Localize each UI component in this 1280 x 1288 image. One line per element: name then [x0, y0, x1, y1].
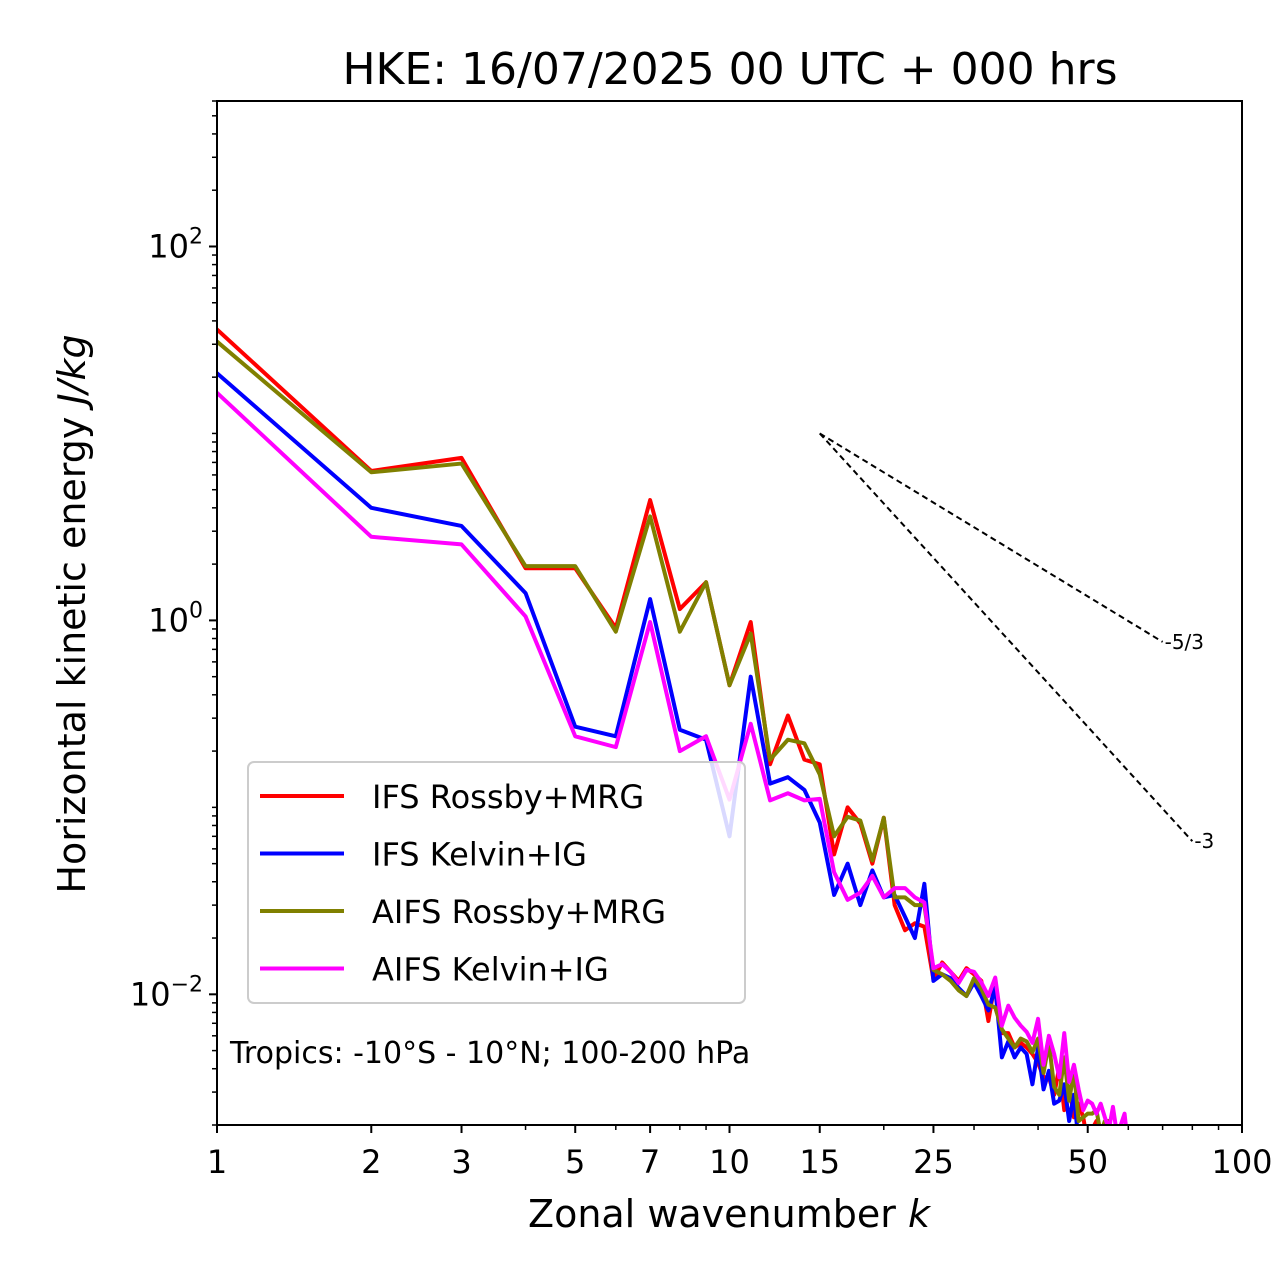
y-tick-exponent: 2 [189, 224, 203, 249]
y-axis-label-text: Horizontal kinetic energy [50, 417, 94, 894]
x-tick-label: 10 [709, 1143, 750, 1181]
reference-slope-label: -3 [1194, 829, 1214, 853]
x-axis-variable: k [908, 1192, 932, 1236]
x-tick-label: 15 [799, 1143, 840, 1181]
x-tick-label: 1 [207, 1143, 227, 1181]
reference-slope-label: -5/3 [1165, 630, 1204, 654]
region-annotation: Tropics: -10°S - 10°N; 100-200 hPa [229, 1036, 750, 1071]
y-axis-label: Horizontal kinetic energy J/kg [50, 334, 94, 893]
x-tick-label: 100 [1211, 1143, 1272, 1181]
x-tick-label: 7 [640, 1143, 660, 1181]
legend-label: AIFS Rossby+MRG [372, 893, 666, 931]
y-tick-label: 10−2 [130, 972, 203, 1013]
y-axis-unit: J/kg [50, 334, 94, 411]
y-tick-base: 10 [148, 601, 189, 639]
slope-labels: -5/3 -3 [1165, 630, 1215, 853]
y-tick-exponent: −2 [171, 972, 203, 997]
legend-label: AIFS Kelvin+IG [372, 951, 609, 989]
x-tick-label: 50 [1067, 1143, 1108, 1181]
series-line-aifs-rossby-mrg [217, 339, 1112, 1125]
series-lines [217, 327, 1128, 1125]
series-line-ifs-kelvin-ig [217, 371, 1079, 1125]
x-axis-label: Zonal wavenumber k [528, 1192, 932, 1236]
chart-title: HKE: 16/07/2025 00 UTC + 000 hrs [342, 44, 1117, 95]
legend-label: IFS Kelvin+IG [372, 836, 587, 874]
y-tick-base: 10 [130, 975, 171, 1013]
reference-slope-line [819, 432, 1164, 643]
reference-slope-line [819, 432, 1194, 842]
x-axis-label-text: Zonal wavenumber [528, 1192, 896, 1236]
plot-frame [216, 100, 1243, 1126]
y-tick-label: 100 [148, 598, 203, 639]
y-tick-base: 10 [148, 227, 189, 265]
x-tick-label: 25 [913, 1143, 954, 1181]
x-tick-label: 3 [451, 1143, 471, 1181]
y-tick-exponent: 0 [189, 598, 203, 623]
series-line-ifs-rossby-mrg [217, 327, 1100, 1125]
x-tick-label: 2 [361, 1143, 381, 1181]
series-line-aifs-kelvin-ig [217, 390, 1128, 1125]
reference-slopes [819, 432, 1194, 842]
legend-box [247, 761, 746, 1004]
legend: IFS Rossby+MRG IFS Kelvin+IG AIFS Rossby+M… [247, 761, 746, 1004]
legend-label: IFS Rossby+MRG [372, 778, 644, 816]
y-tick-label: 102 [148, 224, 203, 265]
x-tick-label: 5 [565, 1143, 585, 1181]
